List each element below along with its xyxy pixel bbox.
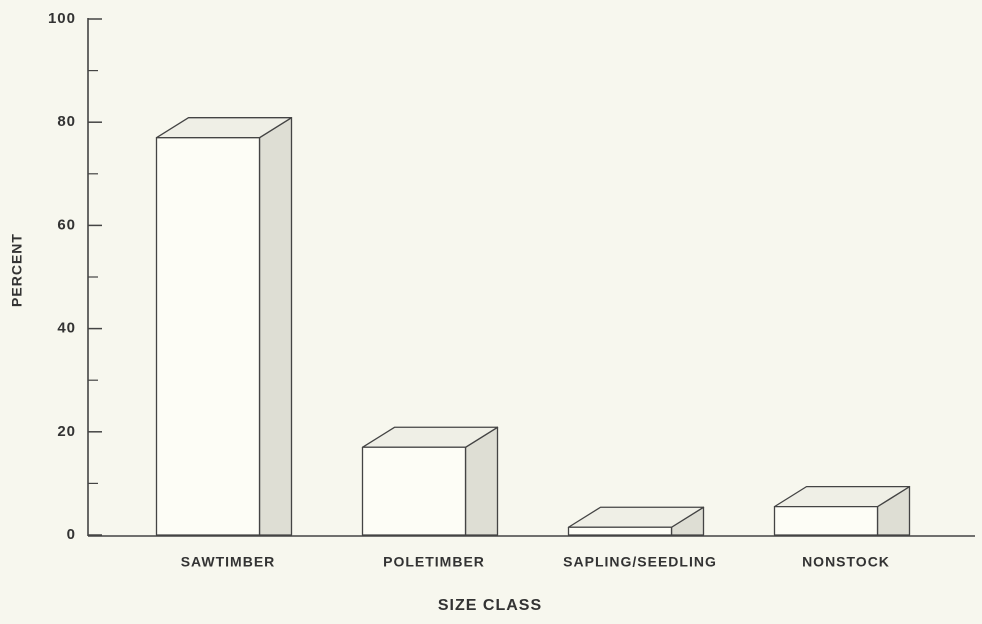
x-tick-label: POLETIMBER [383, 554, 485, 570]
bar-side [258, 117, 293, 536]
x-axis-title: SIZE CLASS [438, 597, 542, 614]
y-tick-label: 20 [57, 423, 76, 440]
y-tick-label: 60 [57, 216, 76, 233]
x-tick-label: SAWTIMBER [181, 554, 276, 570]
y-tick-label: 100 [48, 10, 76, 27]
y-tick-label: 40 [57, 320, 76, 337]
x-tick-label: SAPLING/SEEDLING [563, 554, 717, 570]
y-tick-label: 80 [57, 113, 76, 130]
bar [773, 485, 911, 536]
bar [567, 506, 705, 536]
bar-front [773, 505, 879, 536]
x-tick-label: NONSTOCK [802, 554, 890, 570]
y-tick-label: 0 [67, 526, 76, 543]
bar [361, 426, 499, 536]
y-axis-title: PERCENT [9, 233, 25, 307]
bar [155, 117, 293, 536]
bar-front [567, 526, 673, 536]
bar-front [155, 137, 261, 536]
bar-front [361, 446, 467, 536]
